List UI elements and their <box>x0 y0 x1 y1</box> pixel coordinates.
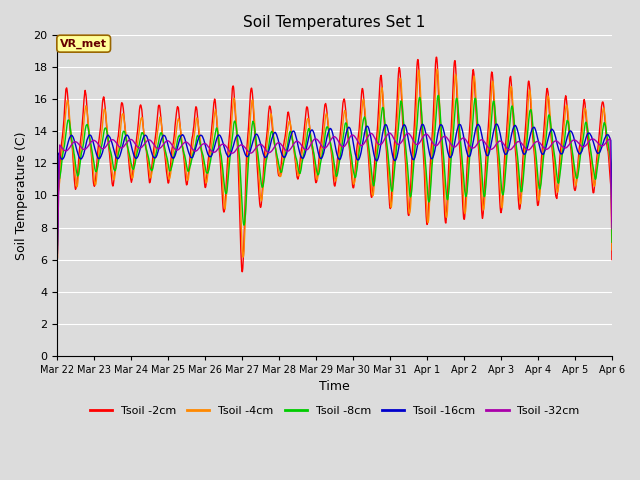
Tsoil -2cm <box>433 54 440 60</box>
Tsoil -8cm <box>421 149 429 155</box>
Tsoil -4cm <box>163 165 171 170</box>
Tsoil -32cm <box>54 247 61 252</box>
Tsoil -32cm <box>421 132 429 137</box>
Tsoil -16cm <box>163 139 171 145</box>
Tsoil -2cm <box>239 269 246 275</box>
X-axis label: Time: Time <box>319 380 350 393</box>
Tsoil -8cm <box>177 135 184 141</box>
Tsoil -16cm <box>493 122 501 128</box>
Tsoil -8cm <box>493 138 501 144</box>
Tsoil -32cm <box>608 226 616 231</box>
Tsoil -8cm <box>608 240 616 245</box>
Tsoil -4cm <box>177 128 184 134</box>
Tsoil -8cm <box>435 93 442 98</box>
Tsoil -8cm <box>239 214 246 219</box>
Tsoil -4cm <box>421 160 429 166</box>
Tsoil -8cm <box>54 242 61 248</box>
Tsoil -16cm <box>543 143 550 149</box>
Title: Soil Temperatures Set 1: Soil Temperatures Set 1 <box>243 15 426 30</box>
Tsoil -16cm <box>608 219 616 225</box>
Tsoil -2cm <box>494 159 502 165</box>
Tsoil -4cm <box>543 108 550 113</box>
Line: Tsoil -16cm: Tsoil -16cm <box>58 124 612 253</box>
Tsoil -8cm <box>543 132 550 137</box>
Tsoil -8cm <box>163 156 171 161</box>
Tsoil -4cm <box>608 247 616 253</box>
Tsoil -32cm <box>177 144 184 150</box>
Y-axis label: Soil Temperature (C): Soil Temperature (C) <box>15 131 28 260</box>
Legend: Tsoil -2cm, Tsoil -4cm, Tsoil -8cm, Tsoil -16cm, Tsoil -32cm: Tsoil -2cm, Tsoil -4cm, Tsoil -8cm, Tsoi… <box>85 402 584 420</box>
Line: Tsoil -2cm: Tsoil -2cm <box>58 57 612 272</box>
Tsoil -2cm <box>421 187 429 193</box>
Tsoil -2cm <box>239 259 247 264</box>
Line: Tsoil -8cm: Tsoil -8cm <box>58 96 612 245</box>
Tsoil -32cm <box>239 143 246 148</box>
Tsoil -4cm <box>493 144 501 150</box>
Tsoil -16cm <box>177 134 184 140</box>
Tsoil -4cm <box>433 66 441 72</box>
Line: Tsoil -32cm: Tsoil -32cm <box>58 133 612 250</box>
Tsoil -16cm <box>493 121 500 127</box>
Tsoil -2cm <box>163 175 171 180</box>
Tsoil -2cm <box>54 255 61 261</box>
Tsoil -2cm <box>608 257 616 263</box>
Tsoil -2cm <box>177 132 184 137</box>
Tsoil -32cm <box>386 130 394 136</box>
Text: VR_met: VR_met <box>60 38 107 49</box>
Tsoil -16cm <box>54 250 61 256</box>
Tsoil -32cm <box>493 140 501 145</box>
Tsoil -4cm <box>54 255 61 261</box>
Tsoil -32cm <box>543 146 550 152</box>
Tsoil -4cm <box>239 253 246 259</box>
Tsoil -16cm <box>421 125 429 131</box>
Line: Tsoil -4cm: Tsoil -4cm <box>58 69 612 258</box>
Tsoil -2cm <box>543 86 550 92</box>
Tsoil -32cm <box>163 138 171 144</box>
Tsoil -16cm <box>239 144 246 150</box>
